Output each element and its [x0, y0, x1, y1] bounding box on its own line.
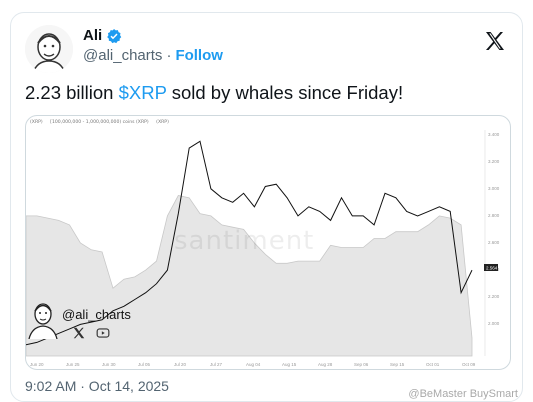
x-tick-label: Jul 27: [210, 362, 223, 367]
x-tick-label: Jul 20: [174, 362, 187, 367]
tweet-media-chart[interactable]: (XRP) [100,000,000 - 1,000,000,000) coin…: [25, 115, 511, 370]
holdings-area-series: [26, 195, 473, 357]
x-tick-label: Oct 09: [462, 362, 476, 367]
chart-watermark: santiment: [174, 226, 315, 256]
legend-item: [100,000,000 - 1,000,000,000) coins (XRP…: [50, 120, 149, 125]
y-tick-label: 3.400: [488, 132, 500, 137]
avatar-sketch-icon: [25, 25, 73, 73]
youtube-icon: [96, 328, 110, 338]
x-tick-label: Sep 06: [354, 362, 369, 367]
tweet-timestamp[interactable]: 9:02 AM · Oct 14, 2025: [25, 378, 169, 394]
x-tick-label: Aug 04: [246, 362, 261, 367]
y-tick-label: 2.600: [488, 240, 500, 245]
author-avatar[interactable]: [25, 25, 73, 73]
y-tick-label: 3.000: [488, 186, 500, 191]
brand-handle: @ali_charts: [62, 307, 131, 322]
y-tick-label: 3.200: [488, 159, 500, 164]
handle-separator: ·: [166, 47, 172, 64]
x-tick-label: Sep 15: [390, 362, 405, 367]
y-tick-label: 2.000: [488, 321, 500, 326]
tweet-text: 2.23 billion $XRP sold by whales since F…: [25, 82, 403, 104]
source-watermark: @BeMaster BuySmart: [408, 388, 518, 400]
x-logo-icon[interactable]: [483, 29, 507, 53]
chart-plot: 3.4003.2003.0002.8002.6002.4002.2002.000…: [26, 130, 500, 367]
chart-legend: (XRP) [100,000,000 - 1,000,000,000) coin…: [26, 116, 510, 128]
follow-button[interactable]: Follow: [175, 47, 223, 64]
current-value-marker: [484, 264, 498, 271]
author-handle[interactable]: @ali_charts: [83, 47, 163, 64]
y-tick-label: 2.200: [488, 294, 500, 299]
tweet-header: Ali @ali_charts · Follow: [25, 25, 513, 77]
price-line-series: [26, 140, 473, 346]
x-tick-label: Oct 01: [426, 362, 440, 367]
x-tick-label: Aug 28: [318, 362, 333, 367]
tweet-text-suffix: sold by whales since Friday!: [166, 82, 404, 103]
x-tick-label: Aug 15: [282, 362, 297, 367]
y-tick-label: 2.800: [488, 213, 500, 218]
legend-item: (XRP): [156, 120, 169, 125]
tweet-card: Ali @ali_charts · Follow 2.23 billion $X…: [10, 12, 523, 402]
legend-item: (XRP): [30, 120, 43, 125]
x-tick-label: Jul 05: [138, 362, 151, 367]
brand-avatar-icon: [28, 303, 58, 339]
chart-brand: @ali_charts: [26, 299, 156, 359]
x-tick-label: Jun 20: [30, 362, 44, 367]
verified-badge-icon: [107, 28, 122, 43]
x-brand-icon: [73, 327, 85, 339]
x-tick-label: Jun 30: [102, 362, 116, 367]
x-tick-label: Jun 25: [66, 362, 80, 367]
author-name[interactable]: Ali: [83, 27, 103, 44]
cashtag-link[interactable]: $XRP: [118, 82, 167, 103]
tweet-text-prefix: 2.23 billion: [25, 82, 119, 103]
current-value-label: 2.564: [486, 266, 498, 271]
